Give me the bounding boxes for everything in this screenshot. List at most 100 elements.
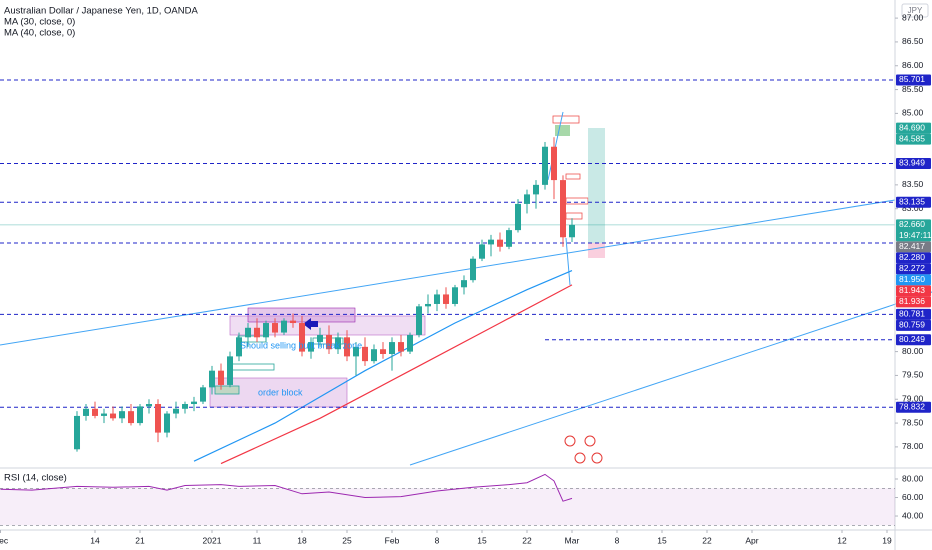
price-tag-label: 82.272 [899, 263, 925, 273]
price-tag [896, 74, 931, 86]
x-tick-label: 18 [297, 535, 307, 545]
price-tag [896, 308, 931, 320]
price-tag [896, 196, 931, 208]
candle-body [164, 413, 171, 433]
candle-body [470, 258, 477, 281]
candle-body [515, 203, 522, 231]
candle-body [425, 303, 432, 307]
x-tick-label: 8 [435, 535, 440, 545]
candle-body [200, 387, 207, 402]
candle-body [236, 337, 243, 357]
candle-body [398, 342, 405, 352]
candle-body [128, 411, 135, 424]
candle-body [290, 320, 297, 324]
price-tag [896, 334, 931, 346]
candle-body [101, 413, 108, 416]
candle-body [263, 323, 270, 338]
position-loss [588, 243, 605, 258]
candle-body [479, 244, 486, 259]
price-tag-label: 83.949 [899, 158, 925, 168]
price-tag-label: 81.936 [899, 296, 925, 306]
box [555, 125, 570, 136]
price-tag [896, 263, 931, 275]
y-tick-label: 79.00 [902, 394, 924, 404]
price-tag-label: 82.417 [899, 241, 925, 251]
candle-body [182, 404, 189, 409]
y-tick-label: 60.00 [902, 492, 924, 502]
candle-body [137, 406, 144, 424]
rsi-line [0, 473, 573, 502]
rsi-title: RSI (14, close) [4, 473, 67, 484]
x-tick-label: 2021 [203, 535, 222, 545]
legend-bg [0, 4, 230, 40]
trend-line [0, 199, 896, 346]
candle-body [380, 349, 387, 354]
candle-body [434, 294, 441, 304]
y-tick-label: 79.50 [902, 370, 924, 380]
price-tag [896, 285, 931, 297]
candle-body [569, 224, 576, 238]
trend-line [565, 237, 571, 286]
price-tag-label: 80.781 [899, 309, 925, 319]
candle-body [560, 180, 567, 238]
annotation: Should selling built break zone [240, 340, 362, 350]
x-tick-label: 25 [342, 535, 352, 545]
candle-body [74, 415, 81, 450]
candle-body [344, 337, 351, 357]
candle-body [83, 408, 90, 416]
annotation: order block [258, 387, 303, 397]
candle-body [92, 408, 99, 416]
price-tag-label: 81.943 [899, 285, 925, 295]
y-tick-label: 85.50 [902, 84, 924, 94]
price-tag-label: 80.249 [899, 334, 925, 344]
plot-layer [0, 79, 895, 465]
x-tick-label: 21 [135, 535, 145, 545]
candle-body [362, 346, 369, 362]
candle-body [272, 323, 279, 333]
candle-body [191, 401, 198, 405]
box [552, 115, 580, 124]
candle-body [371, 349, 378, 362]
price-tag [896, 296, 931, 308]
candle-body [488, 239, 495, 245]
candle-body [245, 327, 252, 338]
chart-title: Australian Dollar / Japanese Yen, 1D, OA… [4, 6, 198, 17]
x-tick-label: Mar [565, 535, 580, 545]
y-tick-label: 86.00 [902, 60, 924, 70]
price-tag [896, 133, 931, 145]
y-tick-label: 83.50 [902, 179, 924, 189]
box [214, 385, 240, 395]
y-tick-label: 78.00 [902, 441, 924, 451]
arrow [303, 318, 318, 330]
price-tag [896, 157, 931, 169]
candle-body [119, 411, 126, 419]
candle-body [146, 404, 153, 407]
y-tick-label: 78.50 [902, 417, 924, 427]
x-tick-label: 8 [615, 535, 620, 545]
price-tag [896, 319, 931, 331]
legend-entry: MA (30, close, 0) [4, 17, 75, 28]
x-tick-label: Apr [745, 535, 758, 545]
currency-box[interactable] [901, 3, 929, 18]
candle-body [533, 184, 540, 195]
candle-body [542, 146, 549, 185]
icon [584, 435, 596, 447]
icon [564, 435, 576, 447]
price-tag-label: 78.832 [899, 402, 925, 412]
candle-body [281, 320, 288, 333]
candle-body [506, 230, 513, 247]
candle-body [173, 408, 180, 414]
y-tick-label: 83.00 [902, 203, 924, 213]
candle-body [461, 280, 468, 288]
price-tag-label: 84.585 [899, 133, 925, 143]
currency[interactable]: JPY [908, 6, 923, 15]
candle-body [416, 306, 423, 335]
price-tag-label: 83.135 [899, 196, 925, 206]
price-tag [896, 241, 931, 253]
price-tag-label: 85.701 [899, 74, 925, 84]
x-tick-label: 22 [702, 535, 712, 545]
candle-body [524, 194, 531, 204]
candle-body [308, 342, 315, 352]
